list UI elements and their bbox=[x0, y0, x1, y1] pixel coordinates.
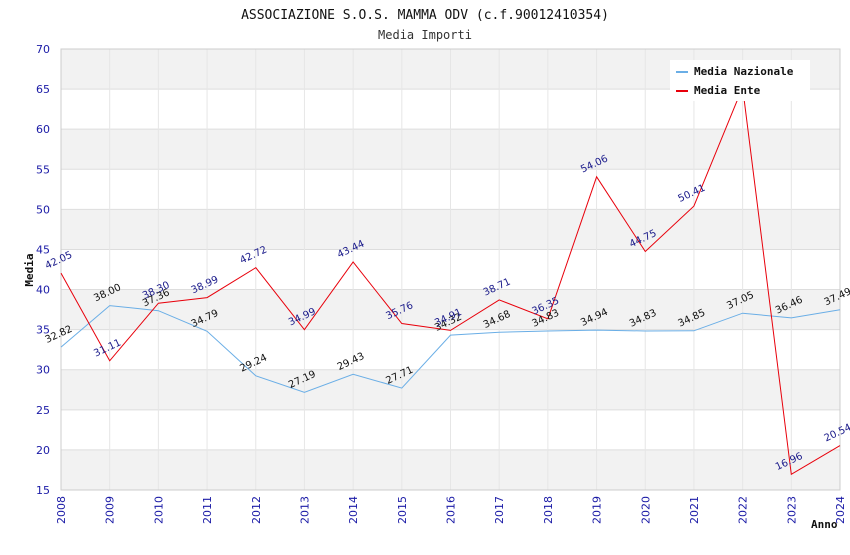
y-tick-label: 65 bbox=[36, 83, 50, 96]
grid-lines bbox=[60, 48, 841, 491]
chart-title: ASSOCIAZIONE S.O.S. MAMMA ODV (c.f.90012… bbox=[241, 8, 609, 23]
plot-frame bbox=[60, 48, 841, 491]
x-tick-label: 2010 bbox=[152, 496, 165, 524]
series-line-media-nazionale bbox=[60, 305, 841, 393]
x-tick-label: 2020 bbox=[639, 496, 652, 524]
y-tick-label: 30 bbox=[36, 364, 50, 377]
x-tick-label: 2014 bbox=[347, 496, 360, 524]
y-tick-label: 60 bbox=[36, 123, 50, 136]
x-axis-ticks: 2008 2009 2010 2011 2012 2013 2014 2015 2016 2017… bbox=[55, 496, 847, 524]
x-tick-label: 2023 bbox=[785, 496, 798, 524]
legend-label-media-nazionale: Media Nazionale bbox=[694, 65, 794, 78]
y-axis-ticks: 15 20 25 30 35 40 45 50 55 60 65 70 bbox=[36, 43, 50, 497]
x-axis-label: Anno bbox=[811, 518, 838, 531]
y-tick-label: 35 bbox=[36, 324, 50, 337]
y-tick-label: 15 bbox=[36, 484, 50, 497]
data-label-media-ente: 20.54 bbox=[823, 422, 850, 444]
series-line-media-ente bbox=[60, 85, 841, 476]
x-tick-label: 2008 bbox=[55, 496, 68, 524]
y-tick-label: 45 bbox=[36, 243, 50, 256]
x-tick-label: 2013 bbox=[298, 496, 311, 524]
data-label-media-ente: 50.41 bbox=[677, 183, 708, 205]
x-tick-label: 2019 bbox=[591, 496, 604, 524]
x-tick-label: 2017 bbox=[493, 496, 506, 524]
y-axis-label: Media bbox=[23, 253, 36, 286]
legend: Media Nazionale Media Ente bbox=[670, 60, 810, 101]
x-tick-label: 2015 bbox=[396, 496, 409, 524]
legend-box bbox=[670, 60, 810, 101]
legend-label-media-ente: Media Ente bbox=[694, 84, 761, 97]
y-tick-label: 25 bbox=[36, 404, 50, 417]
y-tick-label: 55 bbox=[36, 163, 50, 176]
y-tick-label: 40 bbox=[36, 284, 50, 297]
x-tick-label: 2024 bbox=[834, 496, 847, 524]
y-tick-label: 70 bbox=[36, 43, 50, 56]
x-tick-label: 2021 bbox=[688, 496, 701, 524]
x-tick-label: 2022 bbox=[737, 496, 750, 524]
x-tick-label: 2018 bbox=[542, 496, 555, 524]
series-lines bbox=[60, 85, 841, 476]
x-tick-label: 2011 bbox=[201, 496, 214, 524]
chart-subtitle: Media Importi bbox=[378, 28, 472, 42]
x-tick-label: 2012 bbox=[250, 496, 263, 524]
y-tick-label: 50 bbox=[36, 203, 50, 216]
y-tick-label: 20 bbox=[36, 444, 50, 457]
x-tick-label: 2016 bbox=[445, 496, 458, 524]
x-tick-label: 2009 bbox=[104, 496, 117, 524]
